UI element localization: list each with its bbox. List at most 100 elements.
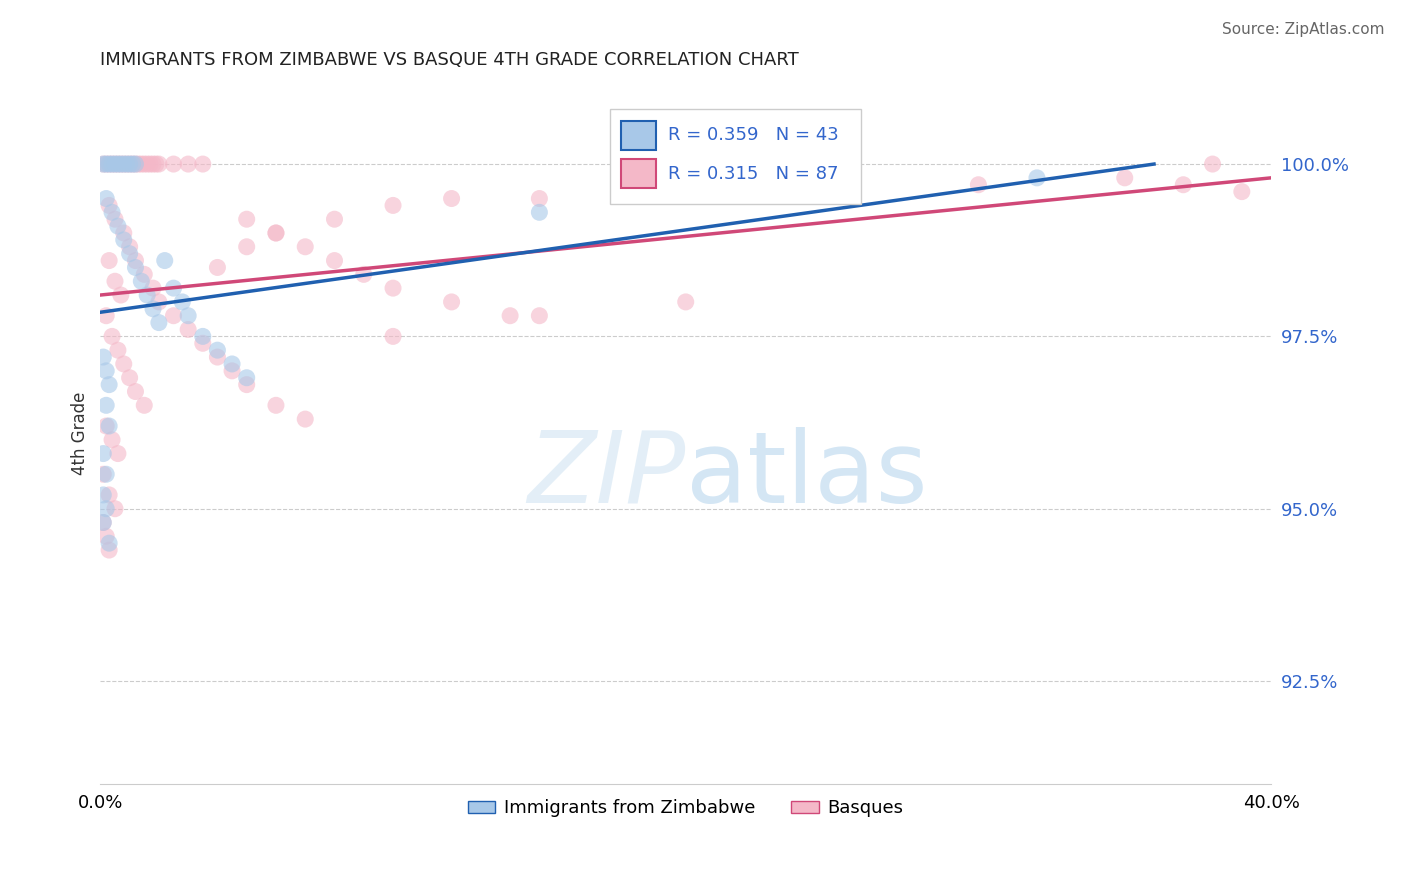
Point xyxy=(98,543,121,558)
Point xyxy=(139,157,162,171)
Point xyxy=(124,260,146,275)
Point xyxy=(353,268,375,282)
Point xyxy=(96,501,118,516)
Point xyxy=(440,294,463,309)
Point xyxy=(131,157,153,171)
Point xyxy=(153,253,176,268)
Point xyxy=(112,157,135,171)
Point xyxy=(104,157,127,171)
Point xyxy=(1026,170,1049,185)
Point xyxy=(191,329,214,343)
Point xyxy=(382,329,405,343)
Text: IMMIGRANTS FROM ZIMBABWE VS BASQUE 4TH GRADE CORRELATION CHART: IMMIGRANTS FROM ZIMBABWE VS BASQUE 4TH G… xyxy=(100,51,799,69)
Text: Source: ZipAtlas.com: Source: ZipAtlas.com xyxy=(1222,22,1385,37)
Point xyxy=(115,157,138,171)
Point xyxy=(134,398,156,412)
Point xyxy=(382,198,405,212)
Point xyxy=(98,488,121,502)
Point xyxy=(124,253,146,268)
Point xyxy=(91,516,114,530)
Point xyxy=(121,157,143,171)
Point xyxy=(91,157,114,171)
Point xyxy=(172,294,194,309)
Point xyxy=(98,157,121,171)
Text: R = 0.315   N = 87: R = 0.315 N = 87 xyxy=(668,165,838,183)
Point xyxy=(177,322,200,336)
Point xyxy=(112,226,135,240)
Point xyxy=(112,233,135,247)
Point xyxy=(121,157,143,171)
Point xyxy=(91,516,114,530)
Point xyxy=(1230,185,1253,199)
Point xyxy=(112,157,135,171)
Point xyxy=(529,205,551,219)
Point xyxy=(101,157,124,171)
Point xyxy=(529,309,551,323)
Point xyxy=(118,157,141,171)
Text: atlas: atlas xyxy=(686,426,928,524)
Point xyxy=(98,419,121,434)
Point xyxy=(101,433,124,447)
Text: ZIP: ZIP xyxy=(527,426,686,524)
Point xyxy=(110,157,132,171)
Point xyxy=(134,157,156,171)
Point xyxy=(91,467,114,482)
Point xyxy=(177,157,200,171)
Point xyxy=(967,178,990,192)
Point xyxy=(323,212,346,227)
Point xyxy=(110,157,132,171)
Point xyxy=(264,226,287,240)
Point xyxy=(124,157,146,171)
Point xyxy=(107,157,129,171)
Point xyxy=(162,281,184,295)
Point xyxy=(136,288,159,302)
Point xyxy=(96,157,118,171)
Point xyxy=(235,240,257,254)
Point xyxy=(96,419,118,434)
Point xyxy=(499,309,522,323)
Point xyxy=(1173,178,1195,192)
Point xyxy=(101,205,124,219)
Point xyxy=(382,281,405,295)
Point xyxy=(264,398,287,412)
Point xyxy=(96,192,118,206)
Point xyxy=(1114,170,1136,185)
Point xyxy=(96,529,118,543)
Point xyxy=(440,192,463,206)
Point xyxy=(98,377,121,392)
Point xyxy=(191,157,214,171)
Point xyxy=(127,157,149,171)
Point xyxy=(118,157,141,171)
Point xyxy=(145,157,167,171)
Point xyxy=(162,157,184,171)
Point xyxy=(675,294,697,309)
Text: R = 0.359   N = 43: R = 0.359 N = 43 xyxy=(668,126,839,144)
Point xyxy=(124,157,146,171)
Point xyxy=(142,301,165,316)
Point xyxy=(323,253,346,268)
Point xyxy=(235,370,257,384)
Point xyxy=(294,240,316,254)
Point xyxy=(124,384,146,399)
Point xyxy=(104,274,127,288)
Point xyxy=(101,157,124,171)
Point xyxy=(134,268,156,282)
Point xyxy=(118,246,141,260)
Point xyxy=(148,294,170,309)
Point xyxy=(107,219,129,233)
Point xyxy=(118,370,141,384)
Point xyxy=(136,157,159,171)
Point xyxy=(207,350,229,364)
Point xyxy=(104,501,127,516)
Bar xyxy=(610,110,862,204)
Point xyxy=(96,157,118,171)
Point xyxy=(1201,157,1223,171)
Point xyxy=(675,185,697,199)
Point xyxy=(131,274,153,288)
Point xyxy=(91,488,114,502)
Point xyxy=(191,336,214,351)
Point xyxy=(98,253,121,268)
Point xyxy=(294,412,316,426)
Point xyxy=(221,364,243,378)
Point xyxy=(118,240,141,254)
